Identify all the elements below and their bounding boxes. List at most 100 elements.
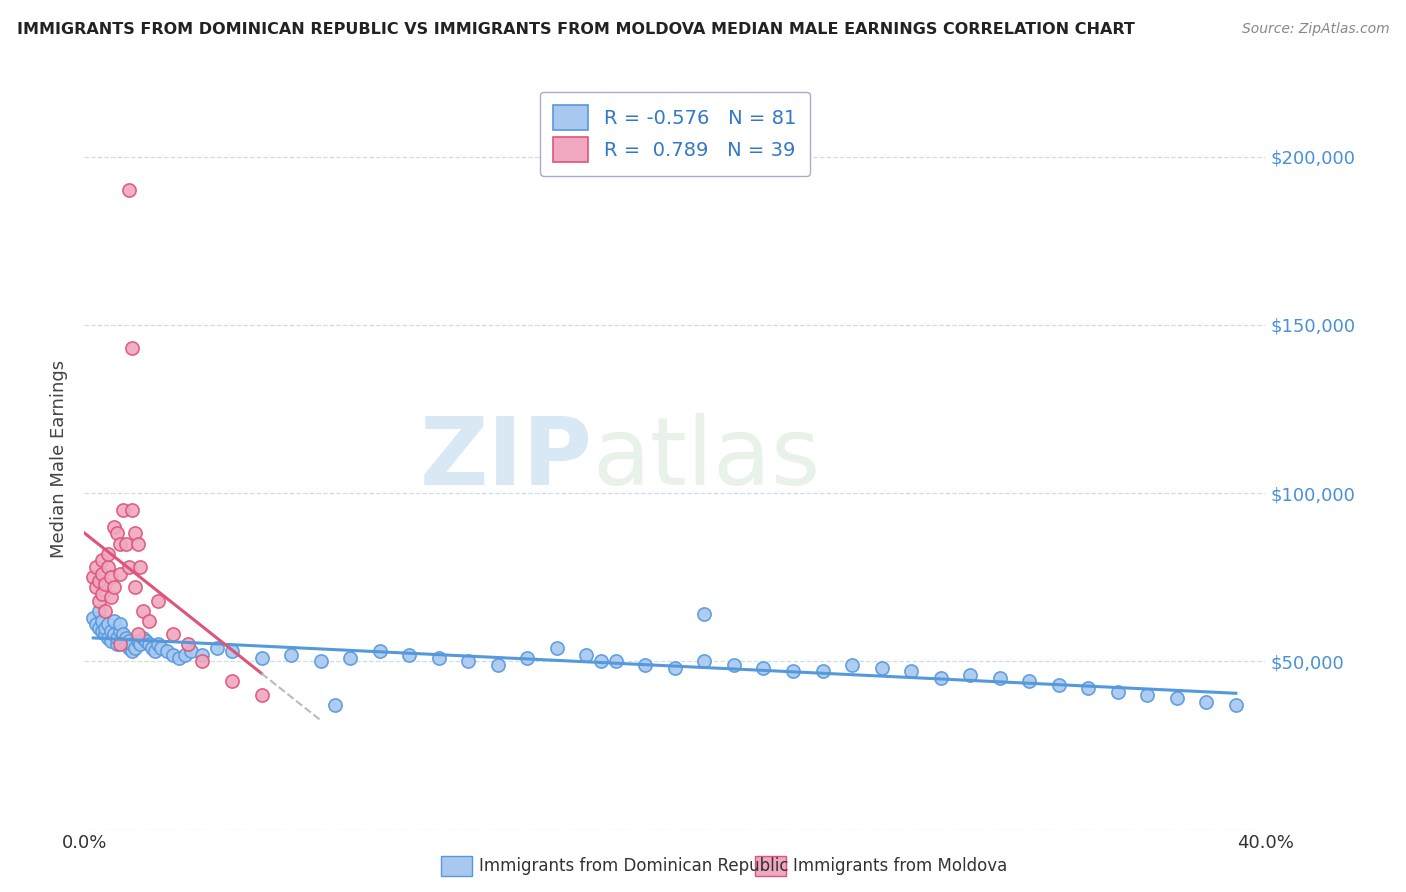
Point [141,640,163,655]
Point [100,570,122,584]
Point [84,617,107,632]
Point [84,560,107,574]
Point [138,614,160,628]
Point [103,519,125,533]
Point [575,648,598,662]
Point [127,536,149,550]
Point [82,610,104,624]
Point [132,604,155,618]
Point [1107,684,1129,698]
Point [108,617,131,632]
Point [87,593,111,607]
Point [191,654,214,668]
Point [114,637,136,651]
Point [135,634,157,648]
Point [427,651,450,665]
Point [108,566,131,581]
Point [988,671,1011,685]
Point [118,183,141,197]
Text: IMMIGRANTS FROM DOMINICAN REPUBLIC VS IMMIGRANTS FROM MOLDOVA MEDIAN MALE EARNIN: IMMIGRANTS FROM DOMINICAN REPUBLIC VS IM… [17,22,1135,37]
Point [516,651,538,665]
Point [118,640,141,655]
Text: Source: ZipAtlas.com: Source: ZipAtlas.com [1241,22,1389,37]
Point [121,644,143,658]
Point [87,574,111,588]
Point [97,631,120,645]
Point [368,644,391,658]
Point [111,627,134,641]
Point [162,648,184,662]
Point [1225,698,1247,712]
Point [148,593,170,607]
Point [111,634,134,648]
Point [105,631,128,645]
Point [91,614,114,628]
Point [91,624,114,638]
Point [177,637,200,651]
Point [723,657,745,672]
Point [91,566,114,581]
Point [97,617,120,632]
Point [97,560,120,574]
Point [693,607,716,622]
Point [173,648,195,662]
Point [91,587,114,601]
Y-axis label: Median Male Earnings: Median Male Earnings [51,360,69,558]
Point [103,614,125,628]
Point [605,654,627,668]
Text: ZIP: ZIP [419,413,592,506]
Point [1166,691,1188,706]
Point [782,665,804,679]
Point [94,577,117,591]
Point [121,503,143,517]
Point [84,580,107,594]
Point [634,657,657,672]
Point [752,661,775,675]
Point [325,698,347,712]
Point [114,536,136,550]
Point [929,671,952,685]
Point [87,621,111,635]
Point [103,627,125,641]
Legend: R = -0.576   N = 81, R =  0.789   N = 39: R = -0.576 N = 81, R = 0.789 N = 39 [540,92,810,176]
Point [167,651,190,665]
Point [100,591,122,605]
Point [309,654,332,668]
Point [143,644,166,658]
Point [118,560,141,574]
Point [693,654,716,668]
Point [1136,688,1159,702]
Point [111,503,134,517]
Text: Immigrants from Moldova: Immigrants from Moldova [793,857,1008,875]
Point [339,651,361,665]
Point [94,621,117,635]
Point [87,604,111,618]
Point [591,654,613,668]
Point [546,640,568,655]
Point [108,624,131,638]
Point [121,637,143,651]
Point [124,580,146,594]
Point [94,627,117,641]
Point [103,580,125,594]
Point [162,627,184,641]
Point [100,624,122,638]
Point [1018,674,1040,689]
Point [94,604,117,618]
Point [129,560,152,574]
Text: atlas: atlas [592,413,821,506]
Point [127,627,149,641]
Point [138,637,160,651]
Point [124,526,146,541]
Point [959,667,981,681]
Point [108,637,131,651]
Point [1195,695,1218,709]
Point [398,648,420,662]
Point [180,644,202,658]
Point [486,657,509,672]
Point [108,536,131,550]
Point [1077,681,1099,696]
Point [118,634,141,648]
Point [114,631,136,645]
Point [664,661,686,675]
